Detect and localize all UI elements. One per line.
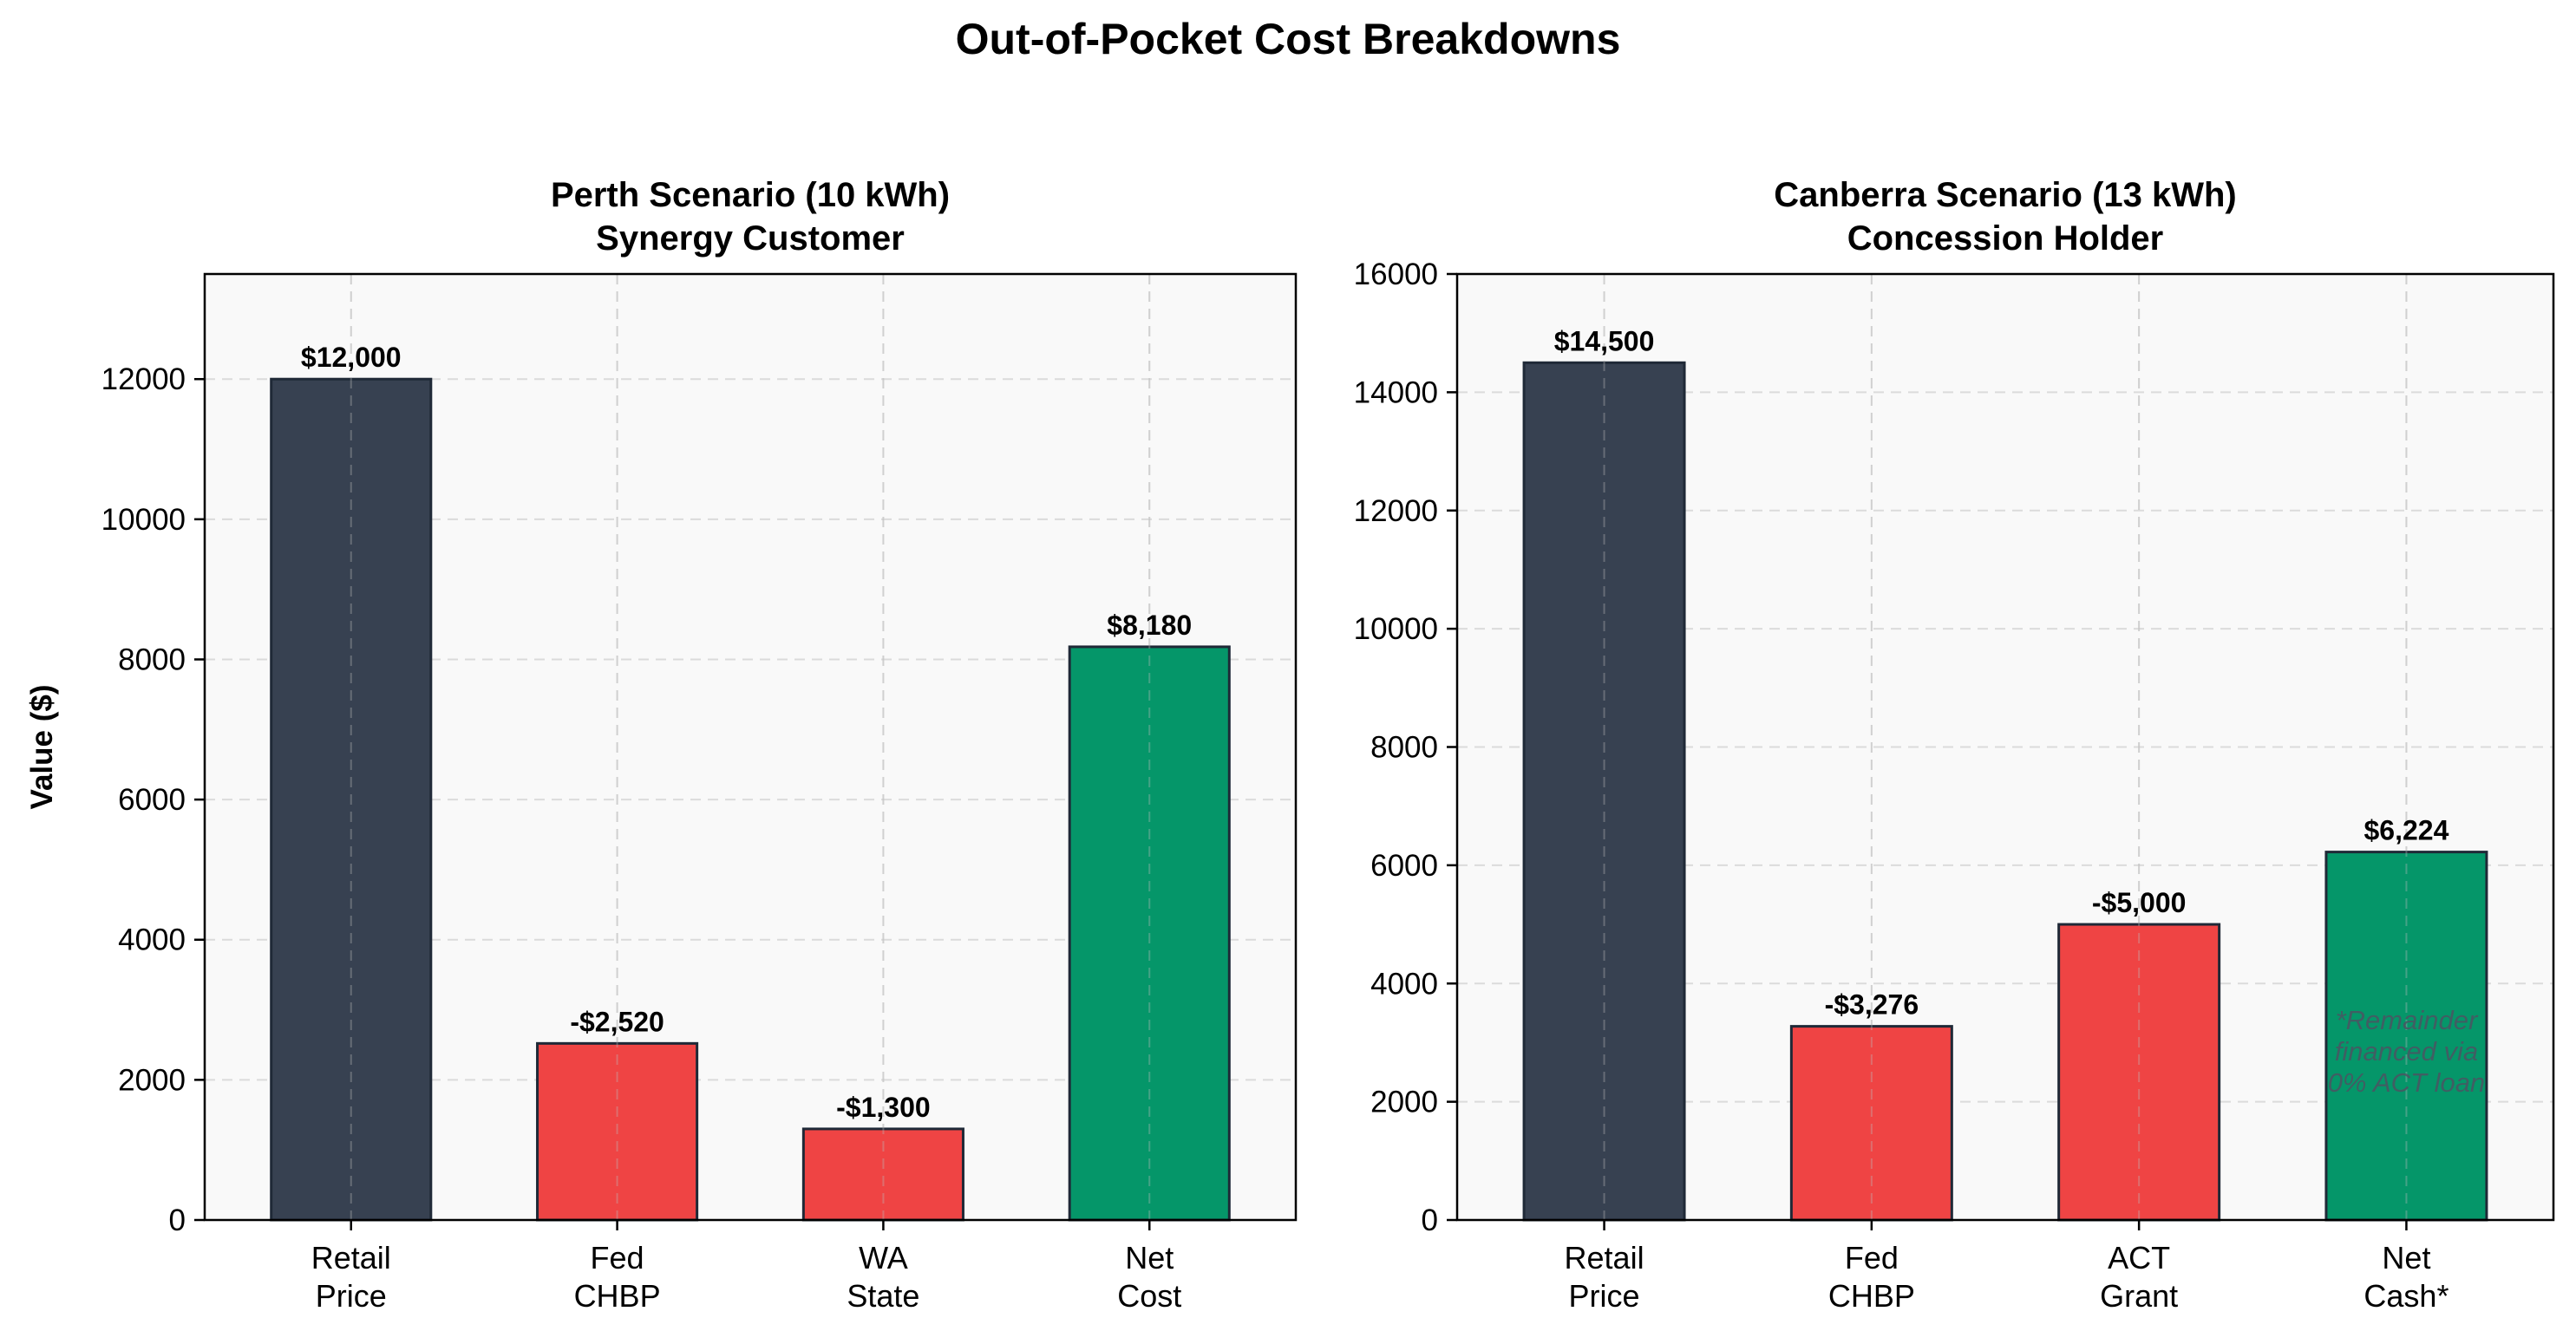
- x-tick-label: Net: [2382, 1240, 2430, 1275]
- x-tick-label: CHBP: [1828, 1278, 1915, 1314]
- y-axis-label: Value ($): [25, 685, 59, 810]
- y-tick-label: 10000: [101, 503, 186, 537]
- axes-frame: [203, 272, 1298, 1222]
- y-tick-label: 12000: [1354, 494, 1438, 528]
- bar-retail: [270, 377, 433, 1222]
- bar-value-label: $14,500: [1554, 325, 1655, 356]
- x-tick-label: CHBP: [574, 1278, 661, 1314]
- bar-deduction: [801, 1127, 964, 1222]
- x-tick-label: Fed: [591, 1240, 644, 1275]
- x-tick-label: State: [847, 1278, 919, 1314]
- x-tick-label: Retail: [311, 1240, 391, 1275]
- y-tick-label: 4000: [1370, 967, 1438, 1001]
- y-tick-label: 14000: [1354, 375, 1438, 409]
- y-tick-label: 6000: [1370, 849, 1438, 883]
- x-tick-label: Fed: [1845, 1240, 1899, 1275]
- bar-net: [2324, 851, 2488, 1222]
- annotation-text: financed via: [2335, 1036, 2478, 1067]
- y-tick-label: 0: [1422, 1204, 1438, 1237]
- x-tick-label: Price: [316, 1278, 387, 1314]
- x-tick-label: WA: [859, 1240, 908, 1275]
- bar-value-label: -$2,520: [570, 1006, 664, 1037]
- y-tick-label: 16000: [1354, 258, 1438, 291]
- x-tick-label: Retail: [1565, 1240, 1644, 1275]
- panel-subtitle: Synergy Customer: [596, 219, 905, 258]
- bar-deduction: [536, 1041, 699, 1222]
- annotation-text: *Remainder: [2336, 1005, 2479, 1035]
- bar-value-label: -$5,000: [2092, 887, 2187, 918]
- x-tick-label: Cost: [1117, 1278, 1181, 1314]
- bar-deduction: [2057, 923, 2221, 1222]
- x-tick-label: Cash*: [2364, 1278, 2449, 1314]
- y-tick-label: 2000: [118, 1063, 186, 1097]
- bar-value-label: $8,180: [1107, 610, 1192, 641]
- bar-net: [1068, 645, 1231, 1222]
- y-tick-label: 4000: [118, 923, 186, 957]
- bar-value-label: $12,000: [301, 342, 402, 373]
- x-tick-label: Grant: [2100, 1278, 2178, 1314]
- bar-value-label: -$3,276: [1825, 989, 1919, 1021]
- panel-title: Canberra Scenario (13 kWh): [1774, 176, 2237, 214]
- panel-title: Perth Scenario (10 kWh): [551, 176, 950, 214]
- x-tick-label: Price: [1569, 1278, 1640, 1314]
- y-tick-label: 6000: [118, 783, 186, 817]
- bar-deduction: [1789, 1025, 1953, 1222]
- bar-retail: [1522, 361, 1686, 1222]
- panel-subtitle: Concession Holder: [1847, 219, 2164, 258]
- annotation-text: 0% ACT loan: [2328, 1067, 2486, 1098]
- chart-panel-2: $14,500 -$3,276 -$5,000 $6,224 *Remainderfin…: [1354, 176, 2555, 1314]
- figure-title: Out-of-Pocket Cost Breakdowns: [956, 15, 1621, 63]
- bar-value-label: $6,224: [2364, 815, 2449, 846]
- bar-value-label: -$1,300: [836, 1092, 931, 1123]
- y-tick-label: 0: [169, 1204, 186, 1237]
- y-tick-label: 8000: [1370, 731, 1438, 765]
- y-tick-label: 12000: [101, 362, 186, 396]
- y-tick-label: 10000: [1354, 612, 1438, 646]
- x-tick-label: Net: [1125, 1240, 1174, 1275]
- x-tick-label: ACT: [2108, 1240, 2170, 1275]
- y-tick-label: 2000: [1370, 1086, 1438, 1119]
- y-tick-label: 8000: [118, 643, 186, 676]
- chart-panel-1: $12,000 -$2,520 -$1,300 $8,180 0 2000 4000 6000…: [25, 176, 1298, 1314]
